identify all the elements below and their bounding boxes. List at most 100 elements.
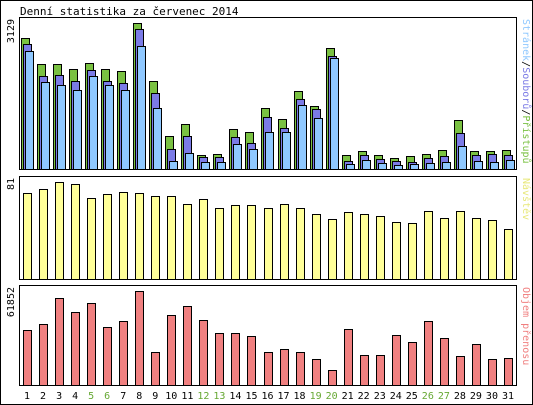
bar-hits-stránek-day-7 bbox=[121, 90, 130, 170]
day-label-20: 20 bbox=[326, 391, 338, 402]
bar-visits-návštěv-day-6 bbox=[103, 194, 112, 280]
bar-visits-návštěv-day-25 bbox=[408, 223, 417, 280]
day-label-13: 13 bbox=[213, 391, 225, 402]
day-label-30: 30 bbox=[486, 391, 498, 402]
bar-hits-stránek-day-31 bbox=[506, 160, 515, 170]
bar-bytes-objem-přenosu-day-3 bbox=[55, 298, 64, 386]
bar-hits-stránek-day-17 bbox=[282, 132, 291, 170]
bar-bytes-objem-přenosu-day-29 bbox=[472, 344, 481, 386]
bar-visits-návštěv-day-12 bbox=[199, 199, 208, 280]
bar-visits-návštěv-day-21 bbox=[344, 212, 353, 280]
bar-hits-stránek-day-26 bbox=[426, 163, 435, 170]
legend-bytes: Objem přenosu bbox=[520, 287, 532, 365]
bar-hits-stránek-day-8 bbox=[137, 46, 146, 170]
bar-hits-stránek-day-22 bbox=[362, 160, 371, 170]
bar-visits-návštěv-day-3 bbox=[55, 182, 64, 280]
bar-hits-stránek-day-9 bbox=[153, 108, 162, 170]
bar-visits-návštěv-day-13 bbox=[215, 208, 224, 280]
bar-visits-návštěv-day-26 bbox=[424, 211, 433, 280]
bar-visits-návštěv-day-10 bbox=[167, 196, 176, 280]
day-label-22: 22 bbox=[358, 391, 370, 402]
chart-title: Denní statistika za červenec 2014 bbox=[20, 5, 239, 18]
bar-hits-stránek-day-27 bbox=[442, 162, 451, 170]
day-label-18: 18 bbox=[294, 391, 306, 402]
day-label-15: 15 bbox=[245, 391, 257, 402]
bar-hits-stránek-day-29 bbox=[474, 161, 483, 170]
bar-hits-stránek-day-5 bbox=[89, 76, 98, 170]
bar-hits-stránek-day-23 bbox=[378, 163, 387, 170]
day-label-9: 9 bbox=[152, 391, 158, 402]
bar-hits-stránek-day-14 bbox=[233, 144, 242, 170]
day-label-11: 11 bbox=[181, 391, 193, 402]
day-label-29: 29 bbox=[470, 391, 482, 402]
bar-hits-stránek-day-18 bbox=[298, 105, 307, 170]
day-label-31: 31 bbox=[502, 391, 514, 402]
bar-hits-stránek-day-3 bbox=[57, 85, 66, 170]
bar-visits-návštěv-day-31 bbox=[504, 229, 513, 280]
legend-item-hits-0: Stránek bbox=[520, 19, 532, 61]
day-label-21: 21 bbox=[342, 391, 354, 402]
bar-bytes-objem-přenosu-day-13 bbox=[215, 333, 224, 386]
bar-bytes-objem-přenosu-day-21 bbox=[344, 329, 353, 386]
bar-bytes-objem-přenosu-day-18 bbox=[296, 352, 305, 386]
bar-bytes-objem-přenosu-day-9 bbox=[151, 352, 160, 386]
bar-hits-stránek-day-30 bbox=[490, 162, 499, 170]
bar-hits-stránek-day-15 bbox=[249, 149, 258, 170]
bar-bytes-objem-přenosu-day-30 bbox=[488, 359, 497, 386]
day-label-6: 6 bbox=[104, 391, 110, 402]
day-label-19: 19 bbox=[310, 391, 322, 402]
bar-visits-návštěv-day-11 bbox=[183, 204, 192, 280]
bar-hits-stránek-day-20 bbox=[330, 58, 339, 170]
day-label-17: 17 bbox=[278, 391, 290, 402]
bar-bytes-objem-přenosu-day-17 bbox=[280, 349, 289, 386]
bar-visits-návštěv-day-30 bbox=[488, 220, 497, 280]
bar-visits-návštěv-day-2 bbox=[39, 189, 48, 280]
bar-bytes-objem-přenosu-day-4 bbox=[71, 312, 80, 386]
x-axis-day-labels: 1 2 3 4 5 6 7 8 9 10 11 12 13 14 15 16 17 18 19 20 21 22 23 24 2… bbox=[24, 391, 514, 402]
bar-hits-stránek-day-21 bbox=[346, 164, 355, 170]
bar-bytes-objem-přenosu-day-2 bbox=[39, 324, 48, 386]
day-label-14: 14 bbox=[229, 391, 241, 402]
bar-hits-stránek-day-16 bbox=[265, 132, 274, 170]
bar-visits-návštěv-day-22 bbox=[360, 214, 369, 280]
day-label-7: 7 bbox=[120, 391, 126, 402]
bar-visits-návštěv-day-27 bbox=[440, 218, 449, 280]
day-label-27: 27 bbox=[438, 391, 450, 402]
bar-bytes-objem-přenosu-day-28 bbox=[456, 356, 465, 386]
bar-bytes-objem-přenosu-day-31 bbox=[504, 358, 513, 386]
day-label-10: 10 bbox=[165, 391, 177, 402]
y-max-label-visits: 81 bbox=[6, 178, 17, 190]
legend-item-hits-3: / bbox=[520, 109, 531, 115]
bar-bytes-objem-přenosu-day-6 bbox=[103, 327, 112, 386]
bar-hits-stránek-day-25 bbox=[410, 164, 419, 170]
legend-item-visits-0: Návštěv bbox=[520, 178, 532, 220]
day-label-16: 16 bbox=[261, 391, 273, 402]
bar-bytes-objem-přenosu-day-23 bbox=[376, 355, 385, 386]
bar-bytes-objem-přenosu-day-12 bbox=[199, 320, 208, 386]
bar-bytes-objem-přenosu-day-14 bbox=[231, 333, 240, 386]
y-max-label-bytes: 61852 bbox=[6, 287, 17, 317]
bar-visits-návštěv-day-1 bbox=[23, 193, 32, 280]
bar-visits-návštěv-day-7 bbox=[119, 192, 128, 280]
day-label-25: 25 bbox=[406, 391, 418, 402]
bar-bytes-objem-přenosu-day-25 bbox=[408, 342, 417, 386]
legend-item-hits-2: Souborů bbox=[520, 67, 532, 109]
panel-hits: 3129 Stránek/Souborů/Přístupů bbox=[6, 17, 532, 170]
bar-visits-návštěv-day-8 bbox=[135, 193, 144, 280]
day-label-24: 24 bbox=[390, 391, 402, 402]
bar-bytes-objem-přenosu-day-15 bbox=[247, 336, 256, 386]
bar-visits-návštěv-day-4 bbox=[71, 184, 80, 280]
bar-bytes-objem-přenosu-day-7 bbox=[119, 321, 128, 386]
legend-hits: Stránek/Souborů/Přístupů bbox=[520, 19, 532, 164]
day-label-3: 3 bbox=[56, 391, 62, 402]
bar-visits-návštěv-day-5 bbox=[87, 198, 96, 280]
bar-bytes-objem-přenosu-day-27 bbox=[440, 338, 449, 386]
legend-item-hits-4: Přístupů bbox=[520, 115, 532, 163]
day-label-4: 4 bbox=[72, 391, 78, 402]
bar-visits-návštěv-day-9 bbox=[151, 196, 160, 280]
bar-bytes-objem-přenosu-day-24 bbox=[392, 335, 401, 386]
bar-hits-stránek-day-24 bbox=[394, 165, 403, 170]
bar-bytes-objem-přenosu-day-26 bbox=[424, 321, 433, 386]
